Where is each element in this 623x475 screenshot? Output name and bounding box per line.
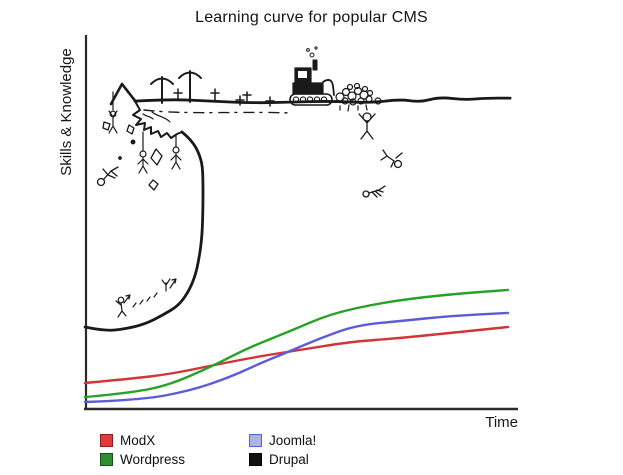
landed-figure <box>362 185 386 198</box>
bulldozer-blade <box>322 79 335 96</box>
rock-pile <box>335 82 382 112</box>
legend-swatch-modx <box>100 434 113 447</box>
curve-drupal <box>83 130 205 332</box>
curve-wordpress <box>83 288 510 399</box>
rope-hanging-figure-1 <box>137 131 149 174</box>
rope-hanging-figure-2 <box>170 135 182 170</box>
bulldozer <box>289 46 335 106</box>
legend-swatch-wordpress <box>100 453 113 466</box>
curves-group <box>83 96 512 404</box>
smoke-puff <box>314 46 318 50</box>
smoke-puff <box>306 48 310 52</box>
x-axis-label: Time <box>485 414 518 431</box>
legend: ModX Joomla! Wordpress Drupal <box>100 431 316 469</box>
legend-label-drupal: Drupal <box>269 452 309 467</box>
falling-figure-left <box>96 166 119 187</box>
smoke-puff <box>309 52 315 58</box>
falling-figure-arms-up <box>358 112 376 140</box>
chart-title: Learning curve for popular CMS <box>195 9 428 26</box>
curve-modx <box>83 325 510 385</box>
legend-label-wordpress: Wordpress <box>120 452 186 467</box>
overhang-texture <box>142 111 171 123</box>
climbers-at-base <box>115 278 177 318</box>
legend-item-modx: ModX <box>100 431 249 450</box>
tall-cross-2 <box>178 70 202 103</box>
legend-swatch-joomla <box>249 434 262 447</box>
falling-rocks <box>102 121 163 191</box>
legend-swatch-drupal <box>249 453 262 466</box>
curve-joomla <box>83 311 510 404</box>
bulldozer-window <box>298 71 307 78</box>
legend-item-joomla: Joomla! <box>249 431 316 450</box>
drupal-cliff-illustration <box>96 46 403 318</box>
overhang-rocks <box>132 102 183 139</box>
legend-item-wordpress: Wordpress <box>100 450 249 469</box>
bulldozer-body <box>292 82 324 95</box>
peak-rope-hanging-figure <box>108 91 118 134</box>
edge-dash-line <box>143 109 291 114</box>
legend-label-joomla: Joomla! <box>269 433 317 448</box>
legend-item-drupal: Drupal <box>249 450 316 469</box>
curve-drupal <box>133 96 512 105</box>
bulldozer-smokestack <box>312 59 318 71</box>
legend-label-modx: ModX <box>120 433 156 448</box>
summit-peak <box>109 82 138 106</box>
falling-figure-tumbling <box>380 149 403 169</box>
